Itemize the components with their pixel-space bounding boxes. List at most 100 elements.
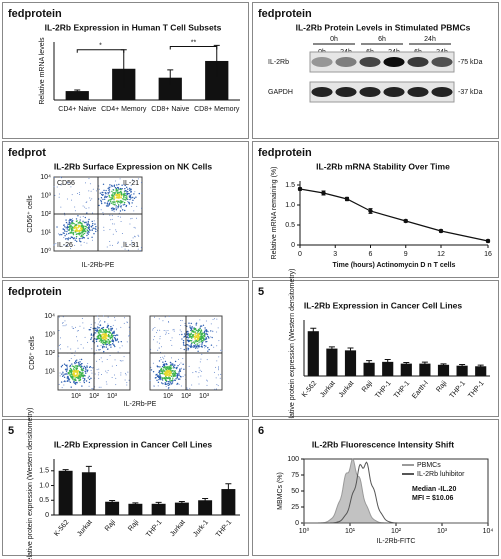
error-bar bbox=[167, 69, 174, 86]
event-dot bbox=[133, 243, 135, 245]
event-dot bbox=[85, 368, 87, 370]
event-dot bbox=[182, 344, 185, 346]
event-dot bbox=[132, 199, 134, 202]
event-dot bbox=[59, 234, 61, 236]
event-dot bbox=[126, 193, 129, 196]
event-dot bbox=[181, 338, 183, 340]
event-dot bbox=[125, 244, 127, 246]
event-dot bbox=[79, 381, 81, 383]
event-dot bbox=[121, 194, 123, 196]
event-dot bbox=[110, 335, 113, 337]
event-dot bbox=[164, 374, 167, 376]
event-dot bbox=[131, 217, 133, 219]
event-dot bbox=[140, 247, 142, 249]
band bbox=[431, 87, 453, 97]
event-dot bbox=[115, 377, 117, 379]
row-label: GAPDH bbox=[268, 89, 293, 96]
event-dot bbox=[99, 349, 101, 351]
event-dot bbox=[200, 336, 203, 338]
event-dot bbox=[117, 186, 119, 189]
event-dot bbox=[159, 372, 161, 375]
error-bar bbox=[132, 502, 139, 505]
event-dot bbox=[69, 370, 71, 373]
data-point bbox=[485, 238, 491, 244]
event-dot bbox=[71, 373, 73, 376]
event-dot bbox=[109, 244, 111, 246]
event-dot bbox=[122, 198, 124, 200]
event-dot bbox=[66, 365, 68, 367]
event-dot bbox=[158, 378, 160, 381]
event-dot bbox=[112, 341, 115, 343]
event-dot bbox=[113, 196, 115, 198]
event-dot bbox=[189, 326, 191, 329]
event-dot bbox=[197, 335, 199, 337]
y-tick-label: 1.0 bbox=[39, 482, 49, 489]
event-dot bbox=[195, 322, 198, 324]
event-dot bbox=[56, 186, 58, 188]
event-dot bbox=[214, 388, 216, 390]
event-dot bbox=[62, 232, 64, 234]
event-dot bbox=[71, 363, 73, 365]
event-dot bbox=[66, 230, 68, 233]
event-dot bbox=[107, 323, 109, 325]
event-dot bbox=[140, 207, 142, 209]
event-dot bbox=[174, 364, 176, 366]
y-tick-label: 0.5 bbox=[39, 497, 49, 504]
event-dot bbox=[76, 230, 78, 232]
event-dot bbox=[107, 348, 109, 350]
event-dot bbox=[155, 376, 157, 379]
event-dot bbox=[154, 316, 156, 318]
event-dot bbox=[169, 368, 171, 370]
event-dot bbox=[89, 197, 91, 199]
event-dot bbox=[184, 344, 186, 347]
event-dot bbox=[86, 242, 88, 244]
event-dot bbox=[86, 365, 88, 367]
event-dot bbox=[79, 226, 81, 228]
event-dot bbox=[138, 192, 141, 195]
event-dot bbox=[67, 237, 70, 239]
event-dot bbox=[217, 374, 219, 376]
event-dot bbox=[167, 383, 169, 385]
x-tick-label: 6 bbox=[369, 251, 373, 258]
event-dot bbox=[90, 337, 93, 339]
error-bar bbox=[328, 346, 335, 351]
event-dot bbox=[157, 385, 159, 387]
event-dot bbox=[108, 194, 110, 197]
marker-label: -37 kDa bbox=[458, 89, 483, 96]
x-tick-label: 10² bbox=[89, 393, 100, 400]
event-dot bbox=[107, 193, 109, 195]
event-dot bbox=[205, 333, 207, 335]
event-dot bbox=[170, 372, 172, 374]
event-dot bbox=[85, 221, 87, 223]
event-dot bbox=[112, 223, 114, 225]
event-dot bbox=[88, 378, 91, 381]
event-dot bbox=[202, 324, 205, 327]
event-dot bbox=[65, 324, 67, 326]
event-dot bbox=[193, 335, 195, 338]
event-dot bbox=[105, 342, 107, 345]
panel-title: IL-2Rb Protein Levels in Stimulated PBMC… bbox=[296, 22, 471, 32]
event-dot bbox=[167, 321, 169, 323]
x-tick-label: 12 bbox=[437, 251, 445, 258]
event-dot bbox=[126, 321, 128, 323]
event-dot bbox=[74, 225, 76, 227]
quadrant-label: IL-31 bbox=[123, 242, 139, 249]
event-dot bbox=[65, 373, 67, 375]
event-dot bbox=[119, 216, 121, 218]
event-dot bbox=[123, 184, 125, 186]
event-dot bbox=[126, 382, 128, 384]
event-dot bbox=[78, 373, 81, 375]
event-dot bbox=[93, 233, 95, 235]
event-dot bbox=[81, 224, 84, 227]
event-dot bbox=[68, 182, 70, 184]
x-tick-label: 10³ bbox=[437, 528, 448, 535]
event-dot bbox=[92, 212, 94, 214]
error-bar bbox=[384, 358, 391, 365]
event-dot bbox=[174, 360, 177, 363]
event-dot bbox=[73, 366, 76, 369]
event-dot bbox=[107, 187, 109, 190]
event-dot bbox=[91, 239, 93, 241]
event-dot bbox=[57, 347, 59, 349]
event-dot bbox=[79, 232, 81, 234]
event-dot bbox=[184, 335, 186, 338]
